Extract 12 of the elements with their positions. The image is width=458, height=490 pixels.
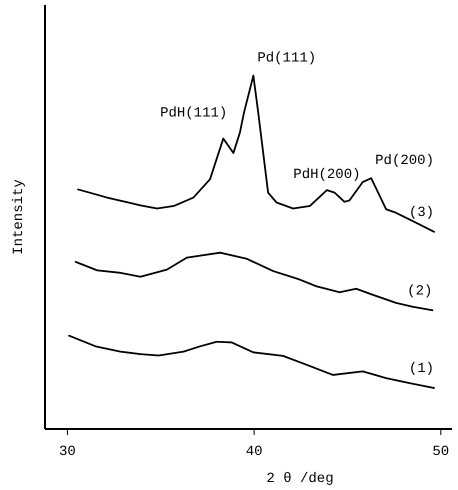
annotation: Pd(111) [257, 50, 316, 67]
x-tick-label: 50 [432, 444, 450, 460]
x-tick-label: 30 [58, 444, 76, 460]
series-label: (2) [407, 283, 432, 300]
x-axis-title: 2 θ /deg [266, 471, 334, 487]
annotation: PdH(111) [160, 106, 228, 122]
x-tick-label: 40 [246, 444, 263, 460]
annotation: PdH(200) [293, 167, 361, 184]
y-axis-title: Intensity [11, 179, 27, 255]
annotation: Pd(200) [375, 153, 434, 170]
series-label: (1) [408, 361, 434, 378]
series-label: (3) [408, 204, 434, 221]
